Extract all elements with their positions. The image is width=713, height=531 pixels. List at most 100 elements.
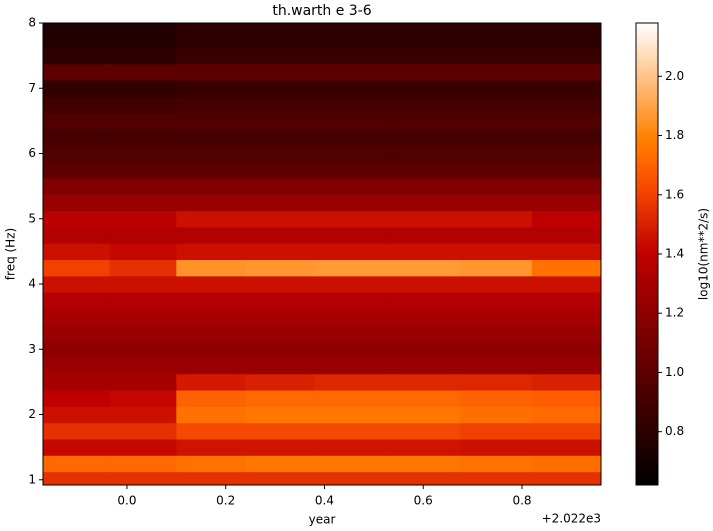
heatmap-cell	[109, 324, 177, 342]
heatmap-cell	[245, 129, 316, 146]
heatmap-cell	[314, 406, 387, 424]
heatmap-cell	[43, 422, 111, 440]
heatmap-cell	[245, 145, 316, 163]
heatmap-cell	[386, 210, 461, 228]
heatmap-cell	[176, 292, 246, 309]
heatmap-cell	[245, 455, 316, 473]
heatmap-cell	[43, 129, 111, 146]
y-axis-label: freq (Hz)	[4, 228, 18, 280]
heatmap-cell	[531, 145, 602, 163]
heatmap-cell	[460, 422, 533, 440]
heatmap-cell	[531, 47, 602, 65]
heatmap-cell	[386, 390, 461, 407]
heatmap-cell	[314, 145, 387, 163]
heatmap-cell	[245, 161, 316, 179]
y-tick-label: 1	[28, 472, 36, 486]
heatmap-cell	[176, 455, 246, 473]
heatmap-cell	[460, 177, 533, 195]
heatmap-cell	[109, 210, 177, 228]
heatmap-cell	[531, 23, 602, 48]
heatmap-cell	[245, 471, 316, 486]
heatmap-cell	[314, 373, 387, 391]
x-tick-label: 0.0	[117, 494, 136, 508]
heatmap-cell	[109, 129, 177, 146]
heatmap-cell	[531, 243, 602, 261]
heatmap-cell	[43, 308, 111, 326]
colorbar-tick-label: 1.4	[665, 247, 684, 261]
heatmap-cell	[386, 275, 461, 293]
heatmap-cell	[176, 406, 246, 424]
colorbar-tick-label: 1.0	[665, 365, 684, 379]
heatmap-cell	[314, 243, 387, 261]
heatmap-cell	[386, 47, 461, 65]
x-tick-label: 0.4	[315, 494, 334, 508]
heatmap-cell	[109, 259, 177, 277]
heatmap-cell	[109, 406, 177, 424]
heatmap-cell	[314, 194, 387, 212]
colorbar	[635, 22, 659, 486]
heatmap-cell	[245, 341, 316, 358]
heatmap-cell	[531, 455, 602, 473]
heatmap-cell	[386, 455, 461, 473]
heatmap-cell	[460, 373, 533, 391]
heatmap-cell	[109, 471, 177, 486]
heatmap-cell	[109, 243, 177, 261]
heatmap-cell	[43, 341, 111, 358]
x-tick-label: 0.2	[216, 494, 235, 508]
heatmap-cell	[531, 308, 602, 326]
heatmap-cell	[43, 177, 111, 195]
heatmap-cell	[386, 23, 461, 48]
colorbar-tick-label: 1.2	[665, 306, 684, 320]
heatmap-cell	[43, 161, 111, 179]
heatmap-cell	[386, 80, 461, 97]
heatmap-cell	[176, 341, 246, 358]
heatmap-cell	[43, 471, 111, 486]
plot-frame	[42, 22, 602, 486]
heatmap-cell	[245, 390, 316, 407]
heatmap-cell	[43, 96, 111, 114]
heatmap-cell	[176, 324, 246, 342]
heatmap-cell	[460, 438, 533, 456]
heatmap-cell	[176, 373, 246, 391]
heatmap-cell	[176, 47, 246, 65]
y-tick-label: 6	[28, 146, 36, 160]
heatmap-cell	[386, 357, 461, 375]
heatmap-cell	[386, 324, 461, 342]
heatmap-cell	[531, 357, 602, 375]
heatmap-cell	[43, 390, 111, 407]
heatmap-cell	[176, 194, 246, 212]
heatmap-cell	[314, 112, 387, 130]
heatmap-cell	[460, 259, 533, 277]
y-tick-label: 4	[28, 277, 36, 291]
colorbar-tick-label: 2.0	[665, 69, 684, 83]
heatmap-cell	[314, 422, 387, 440]
heatmap-cell	[245, 275, 316, 293]
heatmap-cell	[314, 324, 387, 342]
heatmap-cell	[314, 357, 387, 375]
heatmap-cell	[176, 112, 246, 130]
colorbar-label: log10(nm**2/s)	[697, 208, 711, 300]
heatmap-cell	[386, 438, 461, 456]
heatmap-cell	[245, 80, 316, 97]
heatmap-cell	[176, 390, 246, 407]
y-tick-label: 5	[28, 211, 36, 225]
heatmap-cell	[176, 210, 246, 228]
heatmap-cell	[314, 129, 387, 146]
heatmap-cell	[245, 373, 316, 391]
heatmap-cell	[531, 422, 602, 440]
heatmap-cell	[386, 194, 461, 212]
heatmap-cell	[314, 308, 387, 326]
heatmap-cell	[109, 80, 177, 97]
heatmap-cell	[386, 63, 461, 81]
heatmap-cell	[109, 373, 177, 391]
heatmap-cell	[314, 23, 387, 48]
x-tick-label: 0.8	[512, 494, 531, 508]
heatmap-cell	[176, 63, 246, 81]
heatmap-cell	[386, 259, 461, 277]
heatmap-cell	[43, 373, 111, 391]
heatmap-cell	[531, 129, 602, 146]
heatmap-cell	[386, 308, 461, 326]
heatmap-cell	[386, 177, 461, 195]
heatmap-cell	[176, 438, 246, 456]
